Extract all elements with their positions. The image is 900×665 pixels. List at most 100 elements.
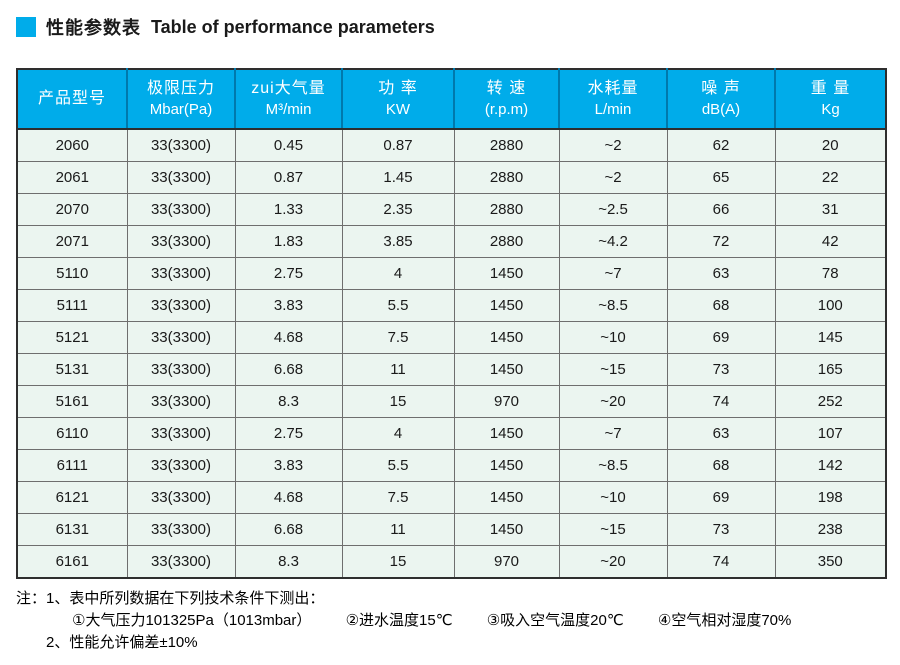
table-cell: 970 <box>453 385 560 418</box>
table-cell: ~2.5 <box>558 193 668 226</box>
table-cell: 33(3300) <box>126 257 236 290</box>
table-cell: 1450 <box>453 481 560 514</box>
table-cell: 8.3 <box>234 385 343 418</box>
table-row: 5121 33(3300) 4.68 7.5 1450 ~10 69 145 <box>16 321 887 354</box>
table-cell: 74 <box>666 385 776 418</box>
table-cell: 4 <box>341 257 455 290</box>
header-row: 产品型号 极限压力 Mbar(Pa) zui大气量 M³/min 功 率 KW … <box>17 69 886 130</box>
table-cell: 6121 <box>16 481 128 514</box>
table-cell: 198 <box>774 481 887 514</box>
column-header-max-air-flow: zui大气量 M³/min <box>234 69 342 130</box>
table-cell: 73 <box>666 513 776 546</box>
table-cell: 1450 <box>453 321 560 354</box>
table-row: 5110 33(3300) 2.75 4 1450 ~7 63 78 <box>16 257 887 290</box>
note-1-text: 1、表中所列数据在下列技术条件下测出： <box>46 590 325 607</box>
table-cell: 2880 <box>453 225 560 258</box>
table-cell: ~8.5 <box>558 289 668 322</box>
table-cell: 33(3300) <box>126 289 236 322</box>
section-title-en: Table of performance parameters <box>151 16 435 37</box>
table-cell: 2.75 <box>234 417 343 450</box>
table-cell: 107 <box>774 417 887 450</box>
table-cell: 1450 <box>453 289 560 322</box>
table-cell: 2.75 <box>234 257 343 290</box>
table-row: 6111 33(3300) 3.83 5.5 1450 ~8.5 68 142 <box>16 449 887 482</box>
table-cell: 6110 <box>16 417 128 450</box>
note-condition-2: ②进水温度15℃ <box>345 612 453 629</box>
performance-table-body: 2060 33(3300) 0.45 0.87 2880 ~2 62 20 2061 33(330… <box>16 128 887 579</box>
table-cell: 4 <box>341 417 455 450</box>
table-row: 2071 33(3300) 1.83 3.85 2880 ~4.2 72 42 <box>16 225 887 258</box>
table-cell: 5111 <box>16 289 128 322</box>
table-cell: ~2 <box>558 161 668 194</box>
section-title: 性能参数表 Table of performance parameters <box>16 14 435 40</box>
table-cell: 6.68 <box>234 353 343 386</box>
table-cell: 74 <box>666 545 776 579</box>
table-cell: ~4.2 <box>558 225 668 258</box>
table-cell: 5110 <box>16 257 128 290</box>
table-cell: 1450 <box>453 257 560 290</box>
table-cell: 33(3300) <box>126 417 236 450</box>
table-cell: 63 <box>666 417 776 450</box>
table-cell: 1450 <box>453 353 560 386</box>
table-row: 2060 33(3300) 0.45 0.87 2880 ~2 62 20 <box>16 128 887 162</box>
note-line-3: 2、性能允许偏差±10% <box>16 632 791 654</box>
column-header-noise: 噪 声 dB(A) <box>666 69 775 130</box>
table-cell: 5.5 <box>341 289 455 322</box>
title-bullet-icon <box>16 17 36 37</box>
table-cell: 62 <box>666 128 776 162</box>
table-cell: 33(3300) <box>126 545 236 579</box>
table-row: 2070 33(3300) 1.33 2.35 2880 ~2.5 66 31 <box>16 193 887 226</box>
note-line-2: ①大气压力101325Pa（1013mbar） ②进水温度15℃ ③吸入空气温度… <box>16 610 791 632</box>
table-cell: 68 <box>666 449 776 482</box>
table-cell: 2880 <box>453 128 560 162</box>
table-cell: ~2 <box>558 128 668 162</box>
table-cell: ~20 <box>558 545 668 579</box>
table-cell: 33(3300) <box>126 128 236 162</box>
table-cell: 66 <box>666 193 776 226</box>
table-cell: 142 <box>774 449 887 482</box>
table-cell: 15 <box>341 545 455 579</box>
table-cell: 42 <box>774 225 887 258</box>
table-cell: 5131 <box>16 353 128 386</box>
table-cell: 33(3300) <box>126 321 236 354</box>
table-cell: 20 <box>774 128 887 162</box>
table-cell: 6131 <box>16 513 128 546</box>
table-cell: 78 <box>774 257 887 290</box>
table-cell: 238 <box>774 513 887 546</box>
table-cell: ~8.5 <box>558 449 668 482</box>
table-row: 6131 33(3300) 6.68 11 1450 ~15 73 238 <box>16 513 887 546</box>
table-cell: 6161 <box>16 545 128 579</box>
column-header-weight: 重 量 Kg <box>774 69 886 130</box>
note-condition-3: ③吸入空气温度20℃ <box>486 612 624 629</box>
table-cell: 31 <box>774 193 887 226</box>
performance-table-header: 产品型号 极限压力 Mbar(Pa) zui大气量 M³/min 功 率 KW … <box>17 69 886 130</box>
table-cell: 165 <box>774 353 887 386</box>
table-cell: 8.3 <box>234 545 343 579</box>
table-cell: 6111 <box>16 449 128 482</box>
table-row: 6110 33(3300) 2.75 4 1450 ~7 63 107 <box>16 417 887 450</box>
table-row: 6121 33(3300) 4.68 7.5 1450 ~10 69 198 <box>16 481 887 514</box>
table-cell: 1.33 <box>234 193 343 226</box>
table-cell: 1450 <box>453 513 560 546</box>
table-cell: 0.87 <box>341 128 455 162</box>
table-row: 5161 33(3300) 8.3 15 970 ~20 74 252 <box>16 385 887 418</box>
table-cell: 3.83 <box>234 449 343 482</box>
table-cell: 33(3300) <box>126 161 236 194</box>
table-cell: 3.83 <box>234 289 343 322</box>
table-cell: 1.45 <box>341 161 455 194</box>
table-cell: 2071 <box>16 225 128 258</box>
table-cell: ~15 <box>558 513 668 546</box>
section-title-zh: 性能参数表 <box>46 18 141 38</box>
table-cell: 33(3300) <box>126 225 236 258</box>
note-condition-1: ①大气压力101325Pa（1013mbar） <box>72 612 312 629</box>
table-cell: 15 <box>341 385 455 418</box>
table-cell: 5121 <box>16 321 128 354</box>
table-cell: 4.68 <box>234 321 343 354</box>
table-cell: 69 <box>666 321 776 354</box>
column-header-speed: 转 速 (r.p.m) <box>453 69 559 130</box>
table-row: 2061 33(3300) 0.87 1.45 2880 ~2 65 22 <box>16 161 887 194</box>
table-cell: 1450 <box>453 449 560 482</box>
note-prefix: 注： <box>16 590 47 607</box>
footnotes: 注：1、表中所列数据在下列技术条件下测出： ①大气压力101325Pa（1013… <box>16 588 791 654</box>
